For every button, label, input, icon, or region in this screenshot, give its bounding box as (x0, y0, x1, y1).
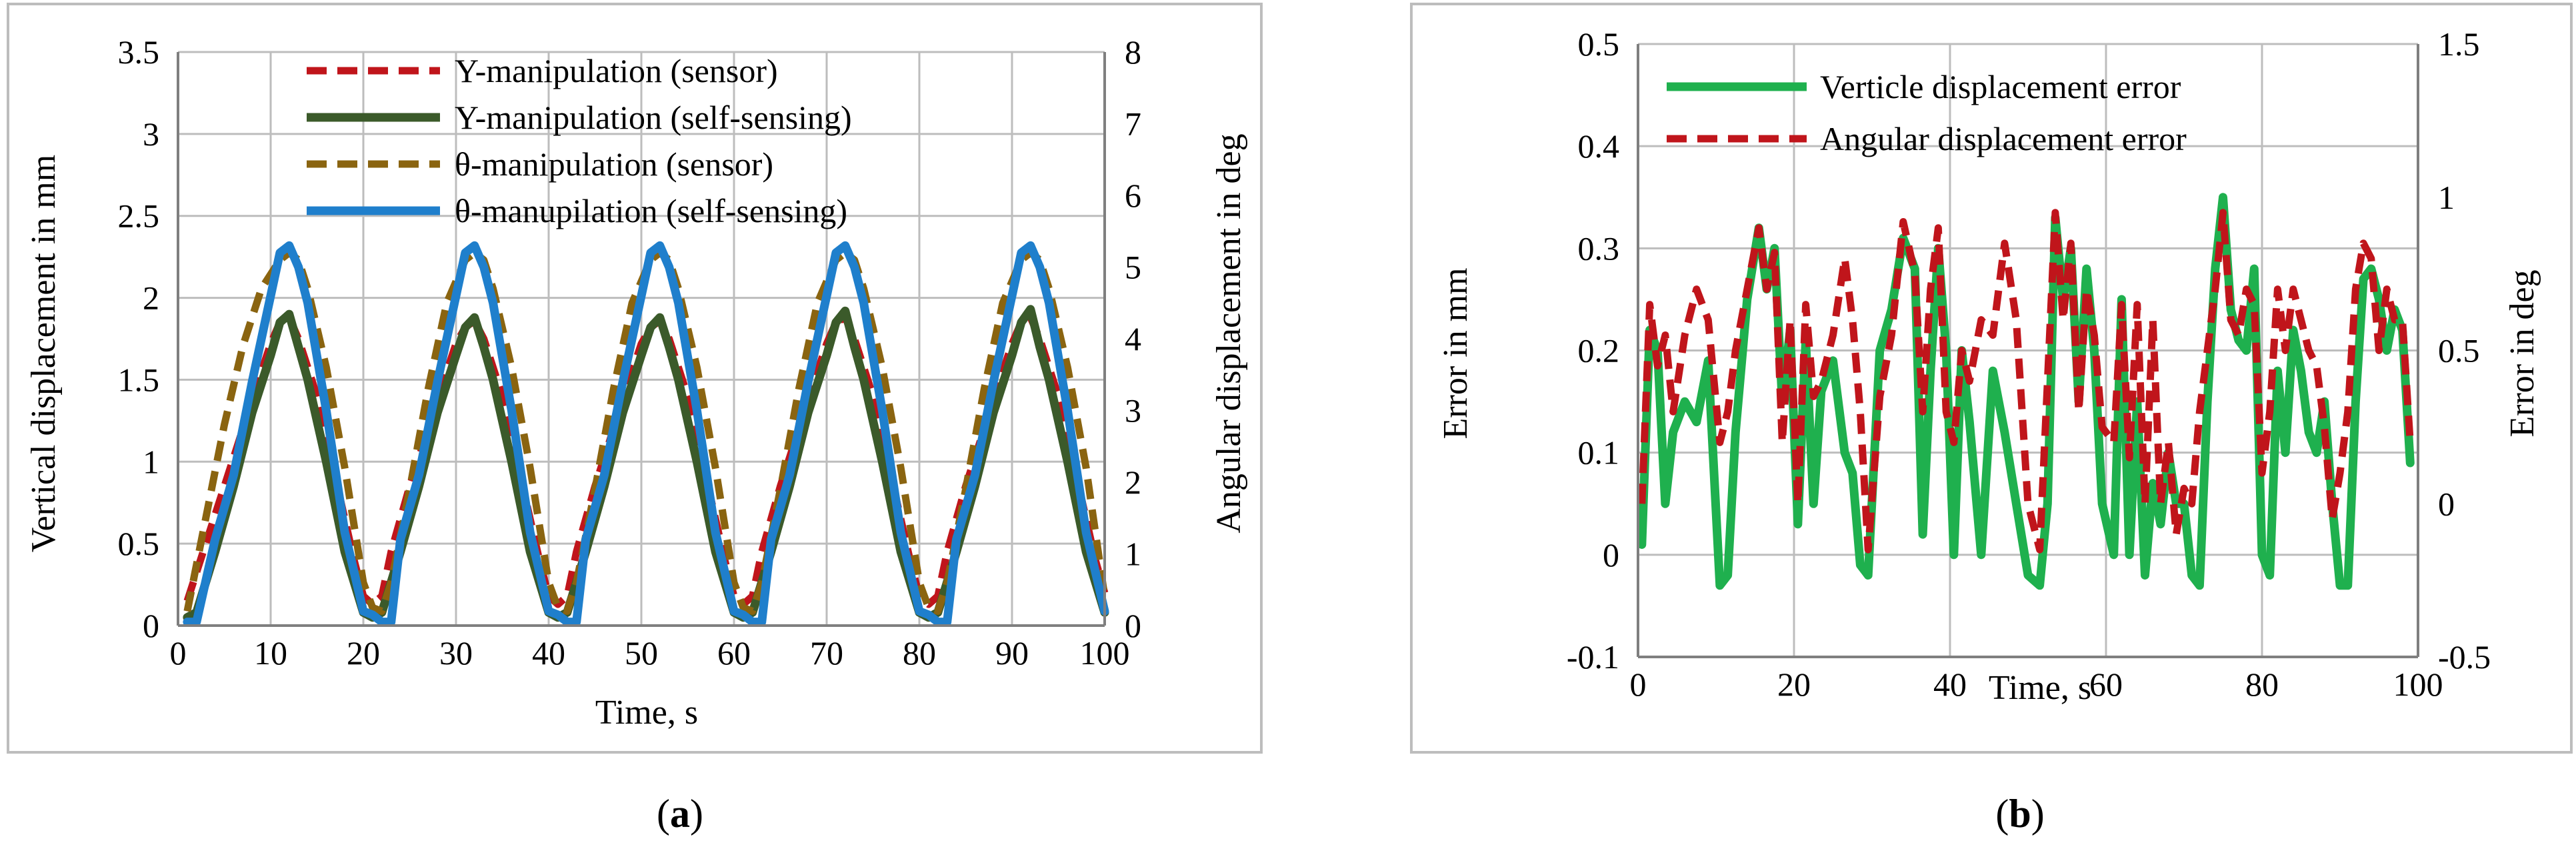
legend-label: Verticle displacement error (1820, 68, 2181, 105)
x-tick-label: 20 (1777, 666, 1811, 703)
x-tick-label: 100 (2393, 666, 2443, 703)
y-tick-label: 0 (143, 607, 159, 644)
y2-tick-label: 1 (1125, 536, 1141, 573)
chart-b-y-axis-label: Error in mm (1437, 267, 1475, 439)
series-line-2 (1638, 209, 2414, 554)
chart-a-x-axis-label: Time, s (595, 694, 698, 732)
x-tick-label: 50 (625, 634, 658, 672)
x-tick-label: 10 (254, 634, 287, 672)
x-tick-label: 0 (170, 634, 187, 672)
y2-tick-label: 3 (1125, 392, 1141, 430)
y-tick-label: 0.5 (1578, 25, 1620, 63)
x-tick-label: 30 (439, 634, 473, 672)
series-line-2 (183, 305, 1109, 622)
x-tick-label: 60 (717, 634, 751, 672)
y-tick-label: 0 (1603, 536, 1619, 574)
y-tick-label: 3 (143, 115, 159, 153)
panel-label-b: (b) (1995, 792, 2044, 836)
y2-tick-label: 2 (1125, 464, 1141, 501)
chart-a-y2-axis-label: Angular displacement in deg (1210, 133, 1248, 533)
y2-tick-label: 0.5 (2438, 332, 2480, 369)
y-tick-label: 2.5 (118, 197, 160, 235)
x-tick-label: 40 (532, 634, 565, 672)
y-tick-label: 0.2 (1578, 332, 1620, 369)
chart-a-y-axis-label: Vertical displacement in mm (25, 155, 63, 552)
y2-tick-label: 8 (1125, 33, 1141, 71)
legend-label: Y-manipulation (self-sensing) (455, 99, 852, 136)
chart-a-axes (177, 52, 1106, 627)
y-tick-label: 0.4 (1578, 127, 1620, 165)
y2-tick-label: -0.5 (2438, 638, 2491, 676)
y-tick-label: 0.5 (118, 525, 160, 562)
y-tick-label: 0.3 (1578, 229, 1620, 267)
legend-label: θ-manipulation (sensor) (455, 145, 773, 183)
y2-tick-label: 1 (2438, 179, 2455, 216)
y-tick-label: 1 (143, 443, 159, 480)
y2-tick-label: 1.5 (2438, 25, 2480, 63)
legend-label: Y-manipulation (sensor) (455, 52, 778, 89)
legend-label: Angular displacement error (1820, 120, 2187, 157)
chart-b-y2-axis-label: Error in deg (2503, 269, 2541, 437)
y2-tick-label: 5 (1125, 249, 1141, 286)
x-tick-label: 70 (810, 634, 843, 672)
legend-label: θ-manupilation (self-sensing) (455, 192, 847, 229)
x-tick-label: 40 (1933, 666, 1967, 703)
y2-tick-label: 0 (1125, 607, 1141, 644)
chart-b-axes (1637, 44, 2419, 658)
y2-tick-label: 0 (2438, 485, 2455, 522)
chart-panel-b: -0.1 0 0.1 0.2 0.3 0.4 0.5 0 20 40 60 80 100-0.5 0 0.5… (1410, 3, 2573, 754)
x-tick-label: 80 (903, 634, 936, 672)
y-tick-label: 1.5 (118, 361, 160, 398)
chart-a-tick-labels: 00.511.522.533.50 10 20 30 40 50 60 70 80 90 10001… (118, 33, 1142, 672)
y-tick-label: 2 (143, 279, 159, 317)
series-line-4 (183, 241, 1109, 627)
y-tick-label: -0.1 (1567, 638, 1619, 676)
x-tick-label: 0 (1630, 666, 1647, 703)
y2-tick-label: 4 (1125, 320, 1141, 357)
series-line-3 (183, 249, 1109, 615)
chart-b-x-axis-label: Time, s (1989, 669, 2091, 707)
panel-label-a: (a) (657, 792, 703, 836)
x-tick-label: 100 (1080, 634, 1130, 672)
chart-b-legend: Verticle displacement error Angular displ… (1667, 68, 2187, 157)
x-tick-label: 90 (995, 634, 1029, 672)
y2-tick-label: 7 (1125, 105, 1141, 143)
x-tick-label: 60 (2089, 666, 2123, 703)
y-tick-label: 0.1 (1578, 434, 1620, 472)
chart-a-series-lines (183, 241, 1109, 627)
x-tick-label: 80 (2245, 666, 2279, 703)
chart-b-tick-labels: -0.1 0 0.1 0.2 0.3 0.4 0.5 0 20 40 60 80 100-0.5 0 0.5… (1567, 25, 2491, 703)
x-tick-label: 20 (347, 634, 380, 672)
chart-b-series-lines (1637, 193, 2415, 590)
chart-panel-a: 00.511.522.533.50 10 20 30 40 50 60 70 80 90 10001… (7, 3, 1263, 754)
y2-tick-label: 6 (1125, 177, 1141, 214)
y-tick-label: 3.5 (118, 33, 160, 71)
chart-a-legend: Y-manipulation (sensor) Y-manipulation (s… (307, 52, 852, 229)
